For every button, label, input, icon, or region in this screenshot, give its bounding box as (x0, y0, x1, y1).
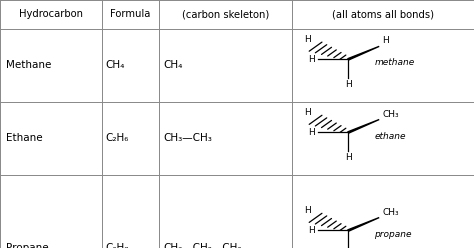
Text: methane: methane (374, 59, 415, 67)
Text: (carbon skeleton): (carbon skeleton) (182, 9, 269, 19)
Polygon shape (347, 217, 379, 231)
Text: CH₃: CH₃ (383, 110, 399, 119)
Text: Hydrocarbon: Hydrocarbon (19, 9, 83, 19)
Text: H: H (309, 128, 315, 137)
Text: ethane: ethane (374, 132, 406, 141)
Text: Ethane: Ethane (6, 133, 42, 143)
Text: H: H (345, 153, 352, 162)
Text: (all atoms all bonds): (all atoms all bonds) (332, 9, 434, 19)
Text: H: H (304, 206, 311, 215)
Text: H: H (383, 36, 389, 45)
Text: H: H (309, 55, 315, 64)
Text: H: H (304, 108, 311, 117)
Text: propane: propane (374, 230, 412, 239)
Text: CH₃—CH₃: CH₃—CH₃ (164, 133, 212, 143)
Text: CH₃: CH₃ (383, 208, 399, 217)
Text: Methane: Methane (6, 60, 51, 70)
Text: Propane: Propane (6, 243, 48, 248)
Text: Formula: Formula (110, 9, 151, 19)
Text: H: H (309, 226, 315, 235)
Polygon shape (347, 46, 379, 60)
Text: H: H (304, 35, 311, 44)
Polygon shape (347, 120, 379, 133)
Text: H: H (345, 80, 352, 89)
Text: C₃H₈: C₃H₈ (106, 243, 129, 248)
Text: CH₄: CH₄ (106, 60, 125, 70)
Text: C₂H₆: C₂H₆ (106, 133, 129, 143)
Text: CH₃—CH₂—CH₃: CH₃—CH₂—CH₃ (164, 243, 242, 248)
Text: CH₄: CH₄ (164, 60, 183, 70)
